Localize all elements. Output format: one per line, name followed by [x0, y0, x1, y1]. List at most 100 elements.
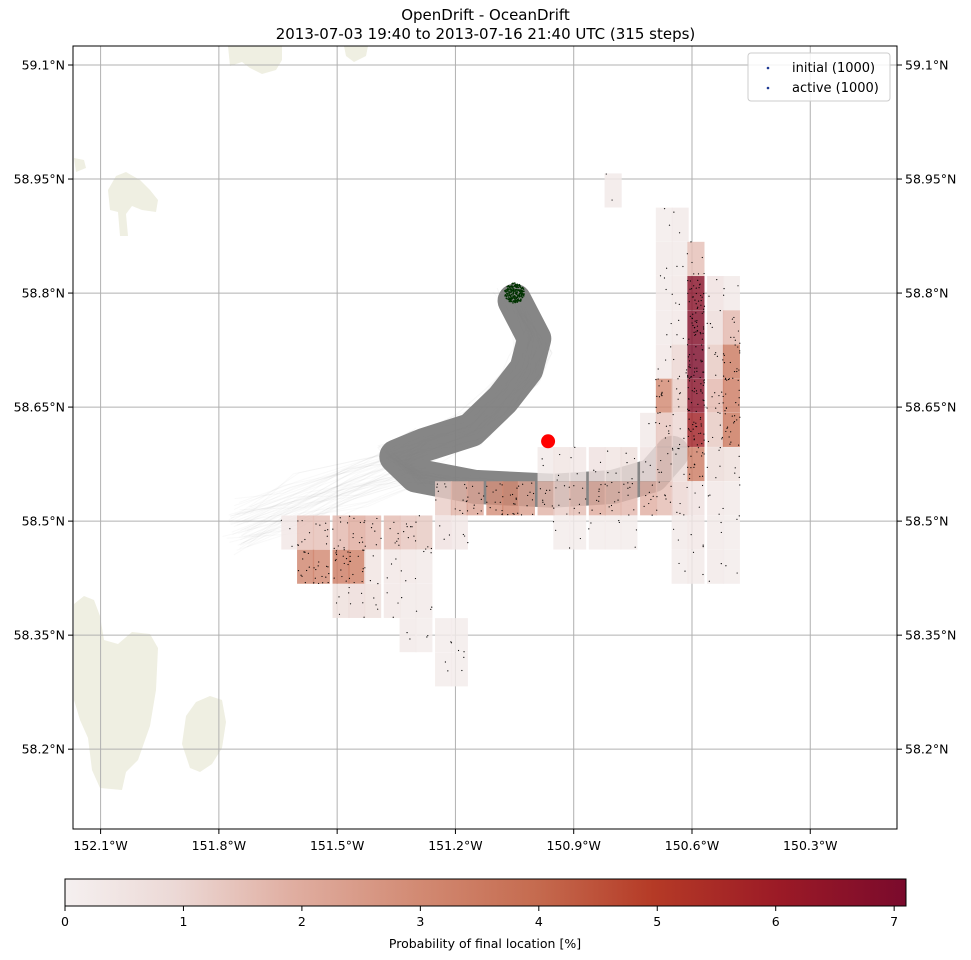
final-particle — [593, 469, 595, 471]
final-particle — [375, 544, 377, 546]
final-particle — [328, 572, 330, 575]
seed-particle — [514, 296, 516, 298]
final-particle — [338, 613, 341, 615]
final-particle — [686, 486, 688, 489]
final-particle — [702, 349, 704, 351]
final-particle — [738, 476, 740, 478]
final-particle — [700, 432, 702, 434]
final-particle — [289, 528, 291, 530]
heatmap-cell — [399, 549, 417, 584]
final-particle — [688, 409, 691, 411]
final-particle — [566, 513, 568, 515]
final-particle — [731, 318, 734, 320]
final-particle — [688, 380, 691, 382]
final-particle — [334, 559, 337, 562]
final-particle — [686, 369, 688, 371]
final-particle — [687, 466, 689, 468]
final-particle — [665, 359, 667, 361]
final-particle — [398, 544, 400, 546]
seed-particle — [521, 296, 524, 299]
final-particle — [720, 562, 722, 565]
heatmap-cell — [707, 549, 725, 584]
final-particle — [542, 501, 544, 503]
final-particle — [307, 552, 309, 554]
final-particle — [645, 494, 647, 497]
seed-particle — [507, 285, 510, 288]
heatmap-cell — [312, 549, 330, 584]
heatmap-cell — [435, 515, 453, 550]
final-particle — [568, 547, 571, 549]
final-particle — [349, 603, 352, 605]
final-particle — [549, 489, 551, 491]
final-particle — [444, 483, 446, 485]
plume-strand-west — [234, 446, 413, 515]
final-particle — [736, 518, 738, 520]
final-particle — [414, 540, 417, 542]
final-particle — [464, 483, 466, 486]
seed-particle — [518, 290, 521, 293]
final-particle — [531, 499, 534, 501]
seed-particle — [507, 296, 510, 298]
final-particle — [464, 535, 466, 537]
final-particle — [682, 337, 684, 340]
final-particle — [544, 492, 547, 494]
final-particle — [651, 484, 653, 486]
land-shape-top-1 — [228, 46, 282, 74]
final-particle — [725, 565, 727, 567]
seed-particle — [508, 299, 511, 301]
final-particle — [347, 551, 349, 553]
seed-particle — [504, 290, 507, 292]
seed-particle — [511, 286, 514, 289]
heatmap-cell — [722, 447, 740, 482]
final-particle — [659, 412, 661, 414]
final-particle — [599, 512, 601, 515]
final-particle — [688, 338, 690, 340]
final-particle — [688, 360, 691, 362]
seed-particle — [516, 291, 519, 293]
final-particle — [715, 374, 717, 376]
heatmap-cell — [620, 447, 638, 482]
final-particle — [696, 370, 698, 372]
final-particle — [415, 610, 418, 612]
final-particle — [677, 539, 679, 541]
seed-particle — [508, 292, 510, 294]
final-particle — [730, 431, 732, 433]
final-particle — [517, 485, 520, 487]
heatmap-cell — [655, 412, 673, 447]
final-particle — [679, 502, 681, 505]
seed-particle — [517, 286, 520, 289]
final-particle — [700, 359, 702, 361]
y-tick-label-right: 58.65°N — [905, 400, 956, 415]
final-particle — [627, 482, 629, 484]
final-particle — [703, 382, 705, 384]
final-particle — [690, 467, 692, 469]
final-particle — [693, 327, 696, 329]
seed-particle — [506, 294, 509, 296]
final-particle — [579, 537, 581, 540]
final-particle — [678, 232, 681, 234]
final-particle — [501, 513, 503, 515]
final-particle — [337, 545, 339, 547]
final-particle — [722, 402, 724, 404]
seed-particle — [513, 282, 516, 284]
seed-particle — [507, 287, 509, 290]
final-particle — [392, 616, 394, 618]
x-tick-label: 150.3°W — [783, 838, 837, 853]
heatmap-cell — [722, 378, 740, 413]
final-particle — [598, 500, 600, 502]
final-particle — [693, 371, 696, 373]
final-particle — [702, 452, 704, 454]
final-particle — [668, 430, 670, 432]
land-shape-island-2 — [74, 596, 158, 790]
final-particle — [324, 529, 326, 532]
final-particle — [689, 288, 691, 290]
final-particle — [413, 535, 415, 537]
final-particle — [663, 277, 666, 279]
final-particle — [431, 606, 433, 608]
final-particle — [691, 390, 693, 392]
final-particle — [692, 296, 694, 298]
final-particle — [607, 450, 609, 452]
final-particle — [738, 397, 740, 399]
final-particle — [343, 549, 345, 551]
final-particle — [477, 513, 479, 515]
